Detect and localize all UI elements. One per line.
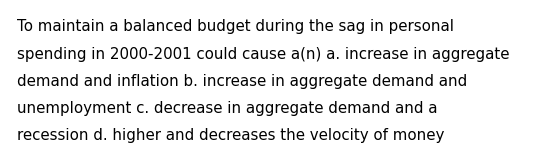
Text: recession d. higher and decreases the velocity of money: recession d. higher and decreases the ve… [17, 128, 444, 143]
Text: unemployment c. decrease in aggregate demand and a: unemployment c. decrease in aggregate de… [17, 101, 437, 116]
Text: demand and inflation b. increase in aggregate demand and: demand and inflation b. increase in aggr… [17, 74, 467, 89]
Text: To maintain a balanced budget during the sag in personal: To maintain a balanced budget during the… [17, 19, 454, 34]
Text: spending in 2000-2001 could cause a(n) a. increase in aggregate: spending in 2000-2001 could cause a(n) a… [17, 47, 509, 61]
